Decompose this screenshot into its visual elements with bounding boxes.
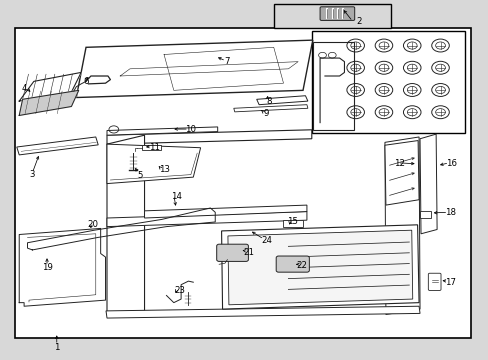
Bar xyxy=(419,211,430,218)
Text: 10: 10 xyxy=(185,125,196,134)
Text: 14: 14 xyxy=(170,192,182,201)
Text: 6: 6 xyxy=(83,77,89,86)
Text: 7: 7 xyxy=(224,57,230,66)
Polygon shape xyxy=(107,144,200,184)
Bar xyxy=(282,220,303,226)
Text: 11: 11 xyxy=(148,143,160,152)
FancyBboxPatch shape xyxy=(320,7,354,21)
Polygon shape xyxy=(19,90,79,116)
Polygon shape xyxy=(17,137,98,155)
Text: 18: 18 xyxy=(444,208,455,217)
Polygon shape xyxy=(221,225,418,309)
Text: 9: 9 xyxy=(263,109,268,118)
Bar xyxy=(15,28,470,338)
Text: 4: 4 xyxy=(21,84,27,93)
Text: 13: 13 xyxy=(158,166,169,175)
Bar xyxy=(311,31,465,134)
Text: 5: 5 xyxy=(137,171,142,180)
Text: 20: 20 xyxy=(87,220,98,229)
Text: 19: 19 xyxy=(41,264,52,273)
Text: 15: 15 xyxy=(286,217,297,226)
FancyBboxPatch shape xyxy=(276,256,309,272)
Polygon shape xyxy=(273,4,390,28)
Text: 3: 3 xyxy=(30,170,35,179)
Text: 12: 12 xyxy=(393,159,404,168)
Polygon shape xyxy=(233,105,307,112)
FancyBboxPatch shape xyxy=(216,244,248,261)
Bar xyxy=(142,145,160,150)
Text: 23: 23 xyxy=(174,286,185,295)
Bar xyxy=(312,42,353,130)
Polygon shape xyxy=(106,306,419,318)
Polygon shape xyxy=(419,134,436,234)
Polygon shape xyxy=(384,137,419,315)
Text: 2: 2 xyxy=(356,17,361,26)
Text: 1: 1 xyxy=(54,343,60,352)
Text: 8: 8 xyxy=(265,97,271,106)
Polygon shape xyxy=(107,212,306,226)
Polygon shape xyxy=(19,72,81,101)
Text: 21: 21 xyxy=(243,248,253,257)
Polygon shape xyxy=(256,96,307,105)
Text: 17: 17 xyxy=(444,278,455,287)
Polygon shape xyxy=(144,205,306,218)
FancyBboxPatch shape xyxy=(427,273,440,291)
Polygon shape xyxy=(384,140,418,205)
Text: 24: 24 xyxy=(261,236,271,245)
Polygon shape xyxy=(107,135,144,315)
Text: 22: 22 xyxy=(296,261,307,270)
Polygon shape xyxy=(107,127,217,135)
Polygon shape xyxy=(107,130,311,144)
Polygon shape xyxy=(227,230,412,305)
Polygon shape xyxy=(76,40,312,98)
Text: 16: 16 xyxy=(446,159,456,168)
